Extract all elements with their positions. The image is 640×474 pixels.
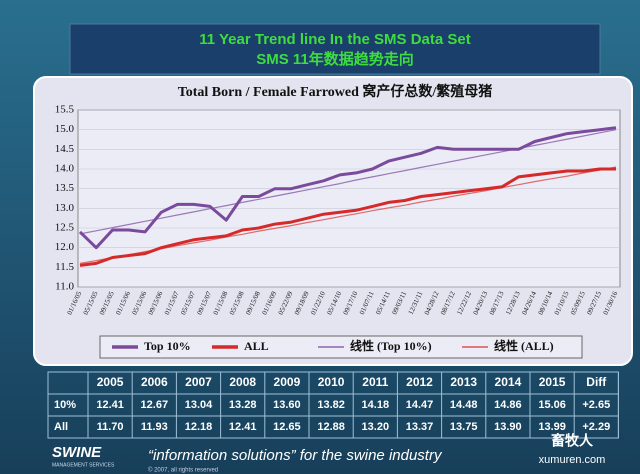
table-header: 2014 xyxy=(495,375,522,389)
y-tick-label: 15.5 xyxy=(55,104,75,116)
table-cell: 13.82 xyxy=(317,399,345,411)
table-cell: 13.99 xyxy=(538,421,566,433)
table-cell: 14.48 xyxy=(450,399,478,411)
y-tick-label: 13.5 xyxy=(55,182,75,194)
table-cell: 13.60 xyxy=(273,399,301,411)
table-cell: 12.65 xyxy=(273,421,301,433)
y-tick-label: 14.0 xyxy=(55,163,75,175)
table-header: 2008 xyxy=(229,375,256,389)
table-cell: +2.29 xyxy=(582,421,610,433)
table-header: 2007 xyxy=(185,375,212,389)
title-box xyxy=(69,23,601,75)
y-tick-label: 15.0 xyxy=(55,123,75,135)
table-cell: 14.18 xyxy=(362,399,390,411)
table-cell: 13.37 xyxy=(406,421,434,433)
logo: SWINE xyxy=(52,444,102,461)
table-header: 2012 xyxy=(406,375,433,389)
table-header: 2015 xyxy=(539,375,566,389)
table-cell: 13.75 xyxy=(450,421,478,433)
table-cell: 13.28 xyxy=(229,399,257,411)
logo-sub: MANAGEMENT SERVICES xyxy=(52,462,115,468)
table-cell: 13.90 xyxy=(494,421,522,433)
y-tick-label: 11.5 xyxy=(55,261,74,273)
y-tick-label: 13.0 xyxy=(55,202,75,214)
table-cell: 12.41 xyxy=(229,421,257,433)
plot-area xyxy=(77,109,621,288)
slide-title: 11 Year Trend line In the SMS Data Set xyxy=(199,31,471,48)
table-header: 2010 xyxy=(318,375,345,389)
table-header: 2005 xyxy=(97,375,124,389)
table-cell: 12.41 xyxy=(96,399,124,411)
series-line xyxy=(79,166,617,264)
y-tick-label: 12.0 xyxy=(55,241,75,253)
copyright: © 2007, all rights reserved xyxy=(148,467,218,474)
legend-label: ALL xyxy=(244,339,269,353)
series-line xyxy=(78,126,617,250)
y-tick-label: 14.5 xyxy=(55,143,75,155)
legend-label: 线性 (ALL) xyxy=(494,338,554,353)
table-header: Diff xyxy=(586,375,607,389)
table-cell: All xyxy=(54,421,68,433)
legend-label: 线性 (Top 10%) xyxy=(350,338,432,353)
legend-label: Top 10% xyxy=(144,339,191,353)
chart-title: Total Born / Female Farrowed 窝产仔总数/繁殖母猪 xyxy=(178,83,493,100)
table-cell: 14.47 xyxy=(406,399,434,411)
y-tick-label: 12.5 xyxy=(55,222,75,234)
table-cell: 12.18 xyxy=(185,421,213,433)
table-cell: 10% xyxy=(54,399,76,411)
watermark: 畜牧人 xyxy=(551,433,594,449)
table-cell: 13.04 xyxy=(185,399,213,411)
table-cell: 11.93 xyxy=(141,421,168,433)
series-line xyxy=(79,167,616,267)
table-cell: 12.88 xyxy=(317,421,345,433)
table-cell: 14.86 xyxy=(494,399,522,411)
table-cell: 15.06 xyxy=(538,399,566,411)
slide-subtitle: SMS 11年数据趋势走向 xyxy=(256,50,414,68)
table-header: 2009 xyxy=(274,375,301,389)
table-cell: 12.67 xyxy=(141,399,169,411)
table-cell: 13.20 xyxy=(362,421,390,433)
table-cell: 11.70 xyxy=(97,421,124,433)
watermark-url: xumuren.com xyxy=(539,454,606,466)
table-header: 2011 xyxy=(362,375,388,389)
y-tick-label: 11.0 xyxy=(55,281,74,293)
table-header: 2006 xyxy=(141,375,168,389)
tagline: “information solutions” for the swine in… xyxy=(148,447,443,464)
table-header: 2013 xyxy=(450,375,477,389)
table-cell: +2.65 xyxy=(582,399,610,411)
